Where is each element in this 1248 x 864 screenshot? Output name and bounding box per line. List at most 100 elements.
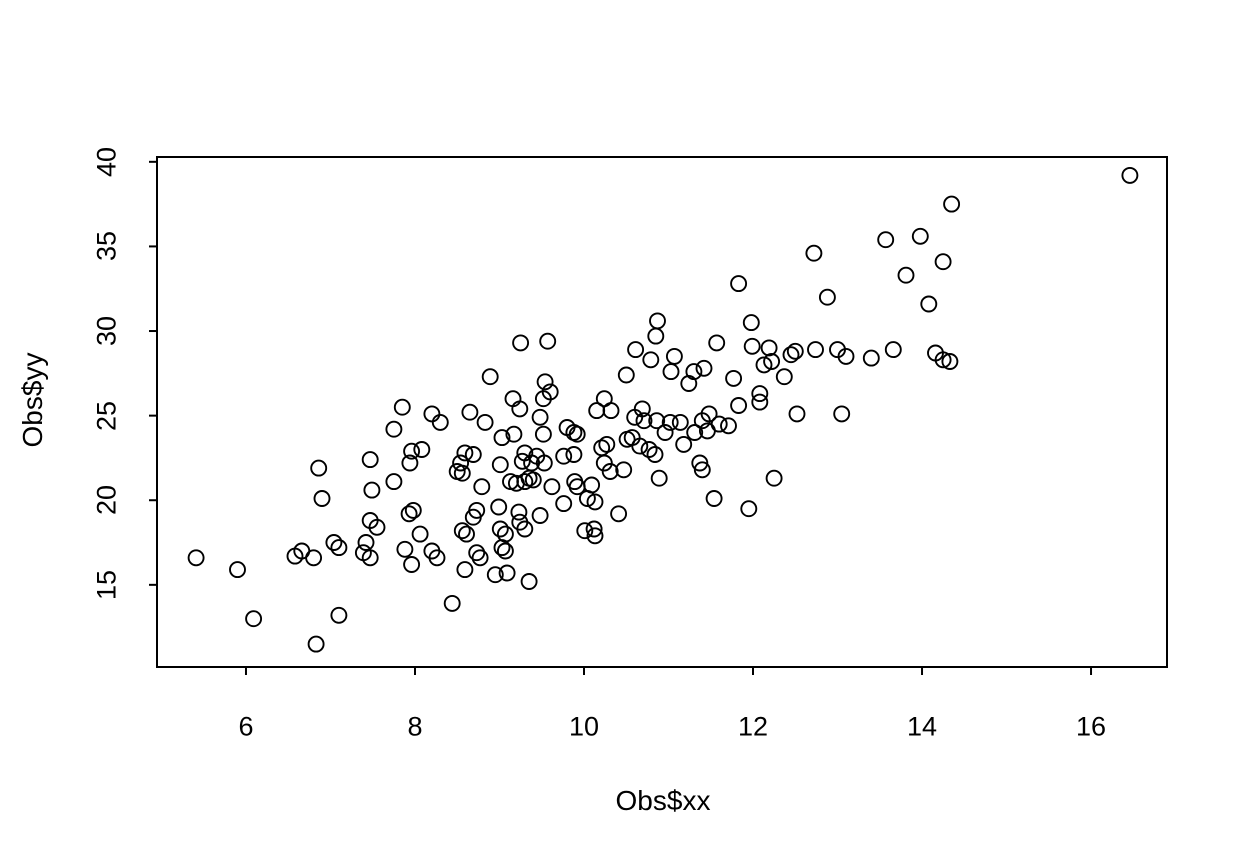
data-point [695, 359, 713, 377]
data-point [305, 549, 323, 567]
data-point [361, 451, 379, 469]
data-point [760, 339, 778, 357]
data-point [396, 540, 414, 558]
plot-box [156, 156, 1168, 668]
data-point [650, 469, 668, 487]
y-tick-label: 25 [91, 400, 122, 431]
data-point [310, 459, 328, 477]
data-point [782, 346, 800, 364]
data-point [755, 356, 773, 374]
data-point [705, 490, 723, 507]
data-point [730, 397, 748, 414]
data-point [555, 495, 573, 513]
data-point [649, 312, 666, 330]
data-point [555, 447, 573, 465]
data-point [458, 525, 475, 543]
data-point [187, 549, 205, 567]
data-point [765, 469, 783, 487]
data-point [534, 390, 552, 408]
data-point [491, 520, 509, 538]
data-point [708, 334, 726, 352]
data-point [635, 412, 653, 430]
data-point [627, 341, 645, 359]
data-point [763, 353, 781, 370]
data-point [656, 424, 674, 441]
data-point [934, 351, 952, 369]
data-point [588, 402, 606, 420]
x-tick-label: 10 [568, 711, 600, 742]
data-point [330, 606, 348, 624]
data-point [510, 503, 528, 521]
data-point [476, 413, 494, 431]
data-point [805, 244, 823, 262]
data-point [473, 478, 491, 496]
data-point [411, 525, 429, 543]
data-point [516, 473, 534, 491]
data-point [680, 375, 698, 392]
data-point [452, 454, 470, 472]
data-point [578, 490, 596, 507]
data-point [453, 522, 471, 540]
data-point [496, 542, 514, 560]
data-point [413, 441, 431, 458]
data-point [631, 437, 649, 455]
data-point [610, 505, 628, 523]
data-point [751, 385, 769, 403]
data-point [833, 405, 851, 423]
data-point [586, 527, 604, 545]
data-point [884, 341, 902, 359]
data-point [512, 334, 530, 352]
data-point [486, 566, 504, 584]
data-point [934, 253, 952, 271]
x-tick-label: 16 [1075, 711, 1107, 742]
x-tick-label: 6 [238, 711, 254, 742]
data-point [464, 446, 482, 463]
data-point [535, 454, 553, 472]
data-point [740, 500, 758, 518]
data-point [403, 556, 421, 573]
y-tick-label: 40 [91, 146, 122, 177]
data-point [516, 520, 534, 538]
data-point [786, 342, 804, 360]
data-point [920, 295, 938, 313]
data-point [534, 425, 552, 443]
data-point [648, 412, 666, 430]
data-point [626, 408, 644, 426]
data-point [598, 435, 616, 453]
y-tick-label: 35 [91, 231, 122, 262]
data-point [1121, 166, 1139, 184]
data-point [661, 413, 679, 431]
data-point [357, 534, 375, 551]
data-point [520, 573, 538, 590]
data-point [491, 456, 509, 474]
data-point [385, 420, 403, 438]
data-point [646, 446, 664, 463]
y-tick-label: 20 [91, 485, 122, 516]
data-point [693, 461, 711, 479]
data-point [576, 522, 594, 540]
data-point [647, 327, 665, 345]
data-point [862, 349, 880, 367]
data-point [361, 549, 379, 567]
data-point [229, 561, 246, 579]
y-axis-title: Obs$yy [17, 352, 48, 448]
data-point [539, 332, 557, 350]
data-point [615, 461, 633, 479]
data-point [807, 341, 824, 359]
data-point [593, 439, 611, 457]
data-point [428, 549, 446, 567]
data-point [307, 635, 325, 653]
data-point [245, 610, 263, 628]
data-point [897, 266, 915, 284]
data-point [837, 347, 855, 365]
data-point [325, 534, 343, 551]
x-axis-title: Obs$xx [615, 785, 711, 816]
x-tick-label: 12 [737, 711, 769, 742]
data-point [536, 373, 554, 391]
x-tick-label: 14 [906, 711, 938, 742]
data-point [693, 412, 711, 430]
data-point [640, 441, 658, 458]
data-point [404, 501, 422, 519]
